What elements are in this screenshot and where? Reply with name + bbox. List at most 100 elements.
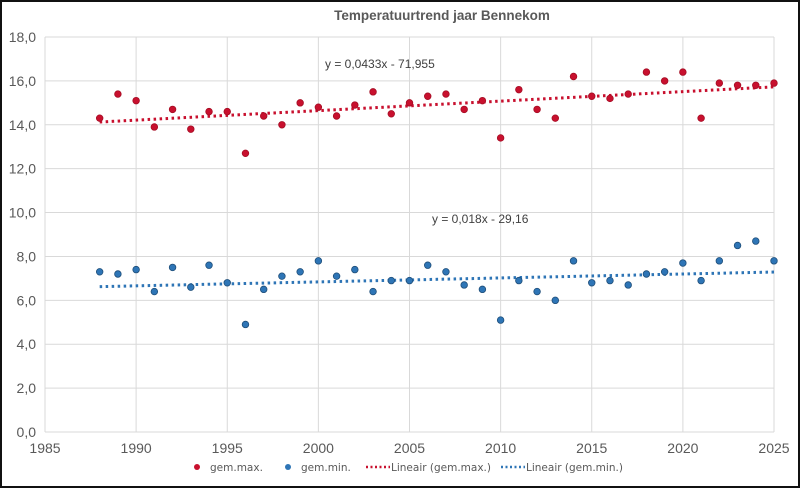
data-point [533,287,541,296]
data-point [460,281,468,289]
legend-marker [194,464,200,470]
data-point [715,79,724,87]
data-point [260,112,268,120]
data-point [405,276,414,285]
data-point [697,114,705,122]
data-point [478,285,487,294]
legend: gem.max. gem.min. Lineair (gem.max.) Lineai… [194,462,623,474]
data-point [478,96,487,105]
data-point [588,92,596,100]
data-point [770,257,778,265]
data-point [314,103,323,111]
data-point [132,96,140,105]
data-point [496,134,505,142]
data-point [168,263,177,272]
trend-equation-min: y = 0,018x - 29,16 [432,212,529,226]
data-point [496,316,505,324]
data-point [533,105,541,114]
legend-item: gem.max. [194,462,263,474]
data-point [205,107,213,116]
data-point [205,261,213,269]
y-tick-label: 16,0 [9,73,36,89]
data-point [624,90,632,98]
data-point [369,88,377,96]
data-point [679,259,687,267]
data-point [424,261,432,269]
data-point [168,105,177,114]
data-point [660,77,669,85]
data-point [332,112,341,120]
data-point [515,276,523,285]
series-gem-max [95,68,778,158]
data-point [606,276,614,285]
data-point [296,99,304,107]
legend-item: Lineair (gem.min.) [501,462,623,474]
legend-label: gem.max. [210,462,263,474]
data-point [223,279,231,287]
data-point [332,272,341,280]
data-point [114,90,122,98]
data-point [95,268,104,276]
data-point [369,287,377,296]
y-tick-label: 10,0 [9,205,36,221]
data-point [515,85,523,94]
data-point [660,268,669,276]
y-tick-label: 2,0 [17,380,37,396]
data-point [278,272,286,280]
data-point [424,92,432,100]
trend-equation-max: y = 0,0433x - 71,955 [325,57,435,71]
legend-label: gem.min. [301,462,351,474]
chart-title: Temperatuurtrend jaar Bennekom [334,8,550,23]
data-point [296,268,304,276]
y-tick-label: 12,0 [9,161,36,177]
data-point [715,257,724,265]
data-point [241,320,250,329]
series-gem-min [95,237,778,329]
x-tick-label: 1995 [212,440,243,456]
data-point [642,270,651,278]
trendlines [99,85,775,289]
y-tick-label: 8,0 [17,248,37,264]
x-tick-label: 2025 [758,440,789,456]
data-point [460,105,468,114]
data-point [387,110,395,118]
data-point [241,149,250,158]
y-tick-label: 6,0 [17,292,37,308]
data-points [95,68,778,329]
data-point [132,265,140,274]
data-point [95,114,104,122]
trendline-gem-max [99,85,775,124]
data-point [351,265,359,274]
data-point [150,123,159,131]
data-point [278,121,286,129]
data-point [733,241,742,250]
x-tick-label: 2015 [576,440,607,456]
data-point [314,257,323,265]
data-point [606,94,614,103]
axis-tick-labels: 0,0 2,0 4,0 6,0 8,0 10,0 12,0 14,0 16,0 18,0 1985 1… [9,29,790,456]
data-point [405,99,414,107]
x-tick-label: 2000 [303,440,334,456]
data-point [569,72,578,81]
data-point [588,279,596,287]
data-point [551,114,559,122]
y-tick-label: 18,0 [9,29,36,45]
x-tick-label: 2010 [485,440,516,456]
data-point [551,296,559,305]
legend-label: Lineair (gem.min.) [526,462,623,474]
legend-marker [285,464,291,470]
x-tick-label: 1990 [121,440,152,456]
data-point [697,276,705,285]
data-point [752,81,760,89]
y-tick-label: 4,0 [17,336,37,352]
data-point [223,107,231,116]
data-point [114,270,122,278]
data-point [642,68,651,76]
data-point [752,237,760,245]
data-point [733,81,742,89]
data-point [442,90,450,98]
data-point [624,281,632,289]
data-point [150,287,159,296]
data-point [442,268,450,276]
